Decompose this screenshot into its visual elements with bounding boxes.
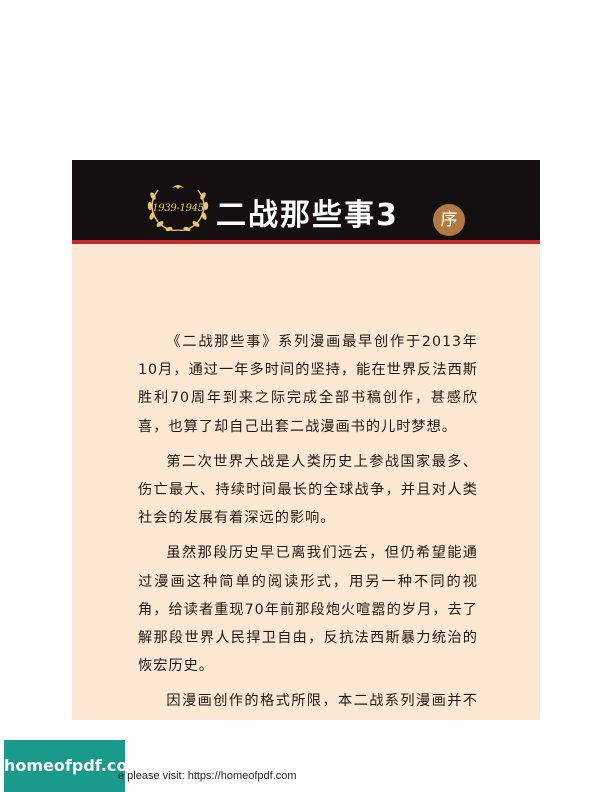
preface-paragraph: 《二战那些事》系列漫画最早创作于2013年10月，通过一年多时间的坚持，能在世界… bbox=[138, 334, 478, 435]
page-title: 二战那些事3 bbox=[216, 198, 399, 233]
preface-body: 《二战那些事》系列漫画最早创作于2013年10月，通过一年多时间的坚持，能在世界… bbox=[138, 328, 478, 720]
preface-paragraph: 虽然那段历史早已离我们远去，但仍希望能通过漫画这种简单的阅读形式，用另一种不同的… bbox=[138, 545, 478, 675]
emblem-years: 1939-1945 bbox=[152, 203, 204, 214]
book-page: 1939-1945 二战那些事3 序 《二战那些事》系列漫画最早创作于2013年… bbox=[72, 160, 540, 720]
preface-paragraph: 因漫画创作的格式所限，本二战系列漫画并不能完全收录全部二战历史故事，如有不足之处… bbox=[166, 693, 478, 710]
laurel-wreath-icon bbox=[147, 185, 209, 232]
preface-badge: 序 bbox=[433, 204, 465, 236]
preface-paragraph: 第二次世界大战是人类历史上参战国家最多、伤亡最大、持续时间最长的全球战争，并且对… bbox=[138, 453, 478, 527]
laurel-emblem: 1939-1945 bbox=[144, 182, 212, 236]
homeofpdf-logo[interactable]: homeofpdf.com bbox=[4, 740, 144, 792]
chapter-header: 1939-1945 二战那些事3 序 bbox=[72, 160, 540, 240]
footer-link-text[interactable]: e please visit: https://homeofpdf.com bbox=[118, 770, 297, 782]
header-divider bbox=[72, 240, 540, 244]
